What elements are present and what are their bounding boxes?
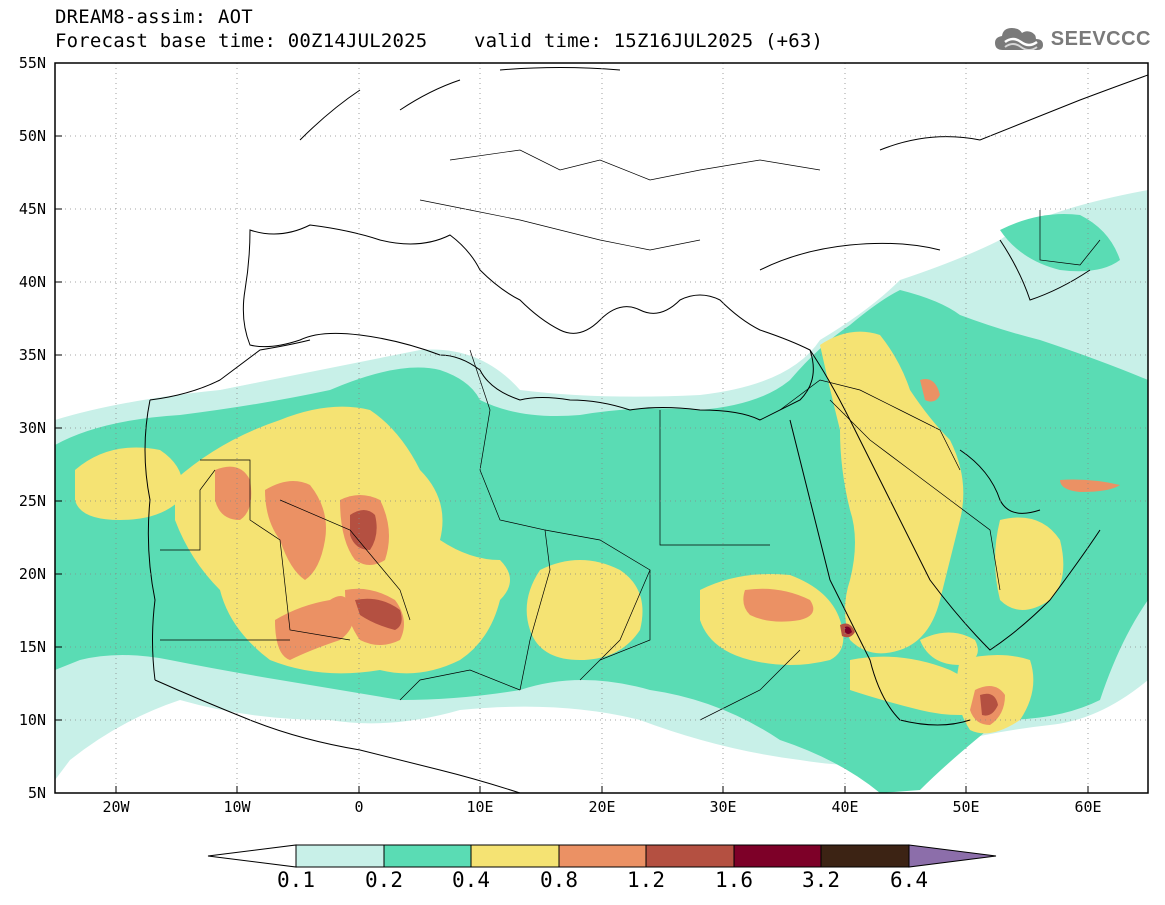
seevccc-logo: SEEVCCC <box>993 24 1151 54</box>
colorbar-label-3.2: 3.2 <box>802 868 840 892</box>
tick-marks <box>55 62 1089 793</box>
country-borders <box>160 149 1101 721</box>
lat-label-45n: 45N <box>18 200 46 218</box>
colorbar-label-1.2: 1.2 <box>627 868 665 892</box>
logo-text: SEEVCCC <box>1050 27 1151 50</box>
lon-label-60e: 60E <box>1074 798 1102 816</box>
colorbar-label-0.8: 0.8 <box>540 868 578 892</box>
aot-contour-field <box>55 63 1148 793</box>
colorbar-label-6.4: 6.4 <box>890 868 928 892</box>
colorbar-label-0.4: 0.4 <box>452 868 490 892</box>
cloud-icon <box>994 28 1043 51</box>
lat-label-40n: 40N <box>18 273 46 291</box>
colorbar-label-1.6: 1.6 <box>715 868 753 892</box>
lat-label-30n: 30N <box>18 419 46 437</box>
lon-label-50e: 50E <box>952 798 980 816</box>
lat-label-5n: 5N <box>27 784 46 802</box>
lat-label-10n: 10N <box>18 711 46 729</box>
lon-label-30e: 30E <box>709 798 737 816</box>
lat-label-15n: 15N <box>18 638 46 656</box>
graticule <box>55 63 1148 793</box>
lat-label-55n: 55N <box>18 54 46 72</box>
aot-level-0.4 <box>75 331 1064 734</box>
lat-label-35n: 35N <box>18 346 46 364</box>
lat-label-50n: 50N <box>18 127 46 145</box>
aot-level-1.6 <box>845 626 852 634</box>
colorbar-label-0.2: 0.2 <box>365 868 403 892</box>
title-line-2: Forecast base time: 00Z14JUL2025 valid t… <box>55 30 824 52</box>
coastlines <box>144 67 1148 793</box>
lon-label-10w: 10W <box>223 798 251 816</box>
lon-label-40e: 40E <box>831 798 859 816</box>
aot-level-1.2 <box>350 510 998 716</box>
lon-label-10e: 10E <box>466 798 494 816</box>
colorbar-label-0.1: 0.1 <box>277 868 315 892</box>
aot-level-0.8 <box>215 379 1120 725</box>
title-line-1: DREAM8-assim: AOT <box>55 6 253 28</box>
lon-label-0: 0 <box>354 798 364 816</box>
lon-label-20e: 20E <box>588 798 616 816</box>
lon-label-20w: 20W <box>102 798 130 816</box>
lat-label-20n: 20N <box>18 565 46 583</box>
lat-label-25n: 25N <box>18 492 46 510</box>
